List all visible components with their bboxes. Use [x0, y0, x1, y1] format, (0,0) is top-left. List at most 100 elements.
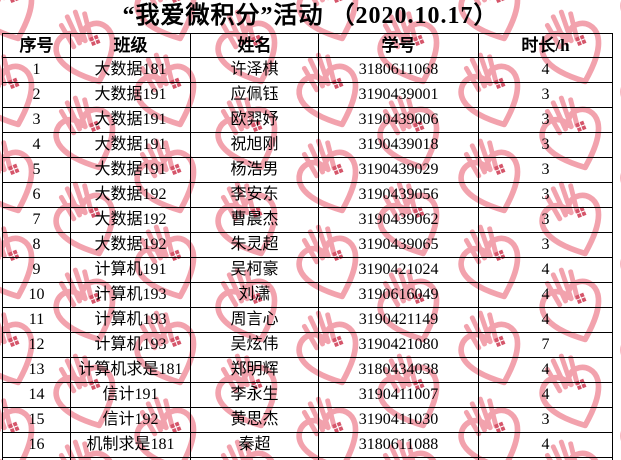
- student-id-cell[interactable]: 3180434038: [318, 357, 479, 383]
- duration-hours-cell[interactable]: 3: [478, 157, 613, 183]
- col-header-name: 姓名: [190, 33, 319, 58]
- duration-hours-cell[interactable]: 4: [478, 282, 613, 308]
- student-id-cell[interactable]: 3180611088: [318, 432, 479, 458]
- duration-hours-cell[interactable]: 3: [478, 132, 613, 158]
- class-name-cell[interactable]: 计算机求是181: [70, 357, 191, 383]
- student-name-cell[interactable]: 秦超: [190, 432, 319, 458]
- class-name-cell[interactable]: 信计191: [70, 382, 191, 408]
- row-index-cell[interactable]: 3: [2, 107, 71, 133]
- table-row: 15 信计192 黄思杰 3190411030 3: [2, 407, 613, 433]
- student-id-cell[interactable]: 3190439001: [318, 82, 479, 108]
- col-header-duration: 时长/h: [478, 33, 613, 58]
- student-id-cell[interactable]: 3190439065: [318, 232, 479, 258]
- student-id-cell[interactable]: 3190421149: [318, 307, 479, 333]
- class-name-cell[interactable]: 信计192: [70, 407, 191, 433]
- row-index-cell[interactable]: 10: [2, 282, 71, 308]
- row-index-cell[interactable]: 12: [2, 332, 71, 358]
- row-index-cell[interactable]: 4: [2, 132, 71, 158]
- table-row: 2 大数据191 应佩钰 3190439001 3: [2, 82, 613, 108]
- row-index-cell[interactable]: 11: [2, 307, 71, 333]
- class-name-cell[interactable]: 计算机193: [70, 307, 191, 333]
- table-row: 6 大数据192 李安东 3190439056 3: [2, 182, 613, 208]
- duration-hours-cell[interactable]: 4: [478, 257, 613, 283]
- student-id-cell[interactable]: 3190421080: [318, 332, 479, 358]
- table-row: 16 机制求是181 秦超 3180611088 4: [2, 432, 613, 458]
- class-name-cell[interactable]: 大数据192: [70, 232, 191, 258]
- table-body: 1 大数据181 许泽棋 3180611068 4 2 大数据191 应佩钰 319043900…: [2, 57, 613, 460]
- duration-hours-cell[interactable]: 4: [478, 432, 613, 458]
- duration-hours-cell[interactable]: 4: [478, 357, 613, 383]
- partial-row: [2, 457, 613, 460]
- table-row: 10 计算机193 刘潇 3190616049 4: [2, 282, 613, 308]
- student-id-cell[interactable]: 3180611068: [318, 57, 479, 83]
- student-id-cell[interactable]: 3190411007: [318, 382, 479, 408]
- row-index-cell[interactable]: 16: [2, 432, 71, 458]
- row-index-cell[interactable]: 5: [2, 157, 71, 183]
- row-index-cell[interactable]: 13: [2, 357, 71, 383]
- activity-table: 序号 班级 姓名 学号 时长/h 1 大数据181 许泽棋 3180611068 4 2 大…: [2, 33, 613, 460]
- duration-hours-cell[interactable]: 4: [478, 57, 613, 83]
- class-name-cell[interactable]: 大数据191: [70, 107, 191, 133]
- student-id-cell[interactable]: 3190439018: [318, 132, 479, 158]
- student-name-cell[interactable]: 李永生: [190, 382, 319, 408]
- table-row: 7 大数据192 曹晨杰 3190439062 3: [2, 207, 613, 233]
- duration-hours-cell[interactable]: 3: [478, 107, 613, 133]
- col-header-student-id: 学号: [318, 33, 479, 58]
- row-index-cell[interactable]: 15: [2, 407, 71, 433]
- empty-cell[interactable]: [478, 457, 613, 460]
- class-name-cell[interactable]: 计算机193: [70, 282, 191, 308]
- student-name-cell[interactable]: 周言心: [190, 307, 319, 333]
- table-row: 9 计算机191 吴柯豪 3190421024 4: [2, 257, 613, 283]
- student-name-cell[interactable]: 朱灵超: [190, 232, 319, 258]
- class-name-cell[interactable]: 大数据181: [70, 57, 191, 83]
- duration-hours-cell[interactable]: 3: [478, 232, 613, 258]
- student-name-cell[interactable]: 杨浩男: [190, 157, 319, 183]
- class-name-cell[interactable]: 计算机191: [70, 257, 191, 283]
- row-index-cell[interactable]: 6: [2, 182, 71, 208]
- header-row: 序号 班级 姓名 学号 时长/h: [2, 33, 613, 58]
- row-index-cell[interactable]: 8: [2, 232, 71, 258]
- duration-hours-cell[interactable]: 3: [478, 182, 613, 208]
- table-row: 1 大数据181 许泽棋 3180611068 4: [2, 57, 613, 83]
- student-id-cell[interactable]: 3190616049: [318, 282, 479, 308]
- row-index-cell[interactable]: 2: [2, 82, 71, 108]
- class-name-cell[interactable]: 大数据191: [70, 157, 191, 183]
- class-name-cell[interactable]: 大数据191: [70, 82, 191, 108]
- class-name-cell[interactable]: 大数据191: [70, 132, 191, 158]
- student-name-cell[interactable]: 吴炫伟: [190, 332, 319, 358]
- duration-hours-cell[interactable]: 4: [478, 307, 613, 333]
- student-name-cell[interactable]: 许泽棋: [190, 57, 319, 83]
- student-name-cell[interactable]: 吴柯豪: [190, 257, 319, 283]
- student-name-cell[interactable]: 曹晨杰: [190, 207, 319, 233]
- student-name-cell[interactable]: 郑明辉: [190, 357, 319, 383]
- duration-hours-cell[interactable]: 3: [478, 207, 613, 233]
- student-name-cell[interactable]: 李安东: [190, 182, 319, 208]
- class-name-cell[interactable]: 大数据192: [70, 182, 191, 208]
- col-header-class: 班级: [70, 33, 191, 58]
- row-index-cell[interactable]: 7: [2, 207, 71, 233]
- student-id-cell[interactable]: 3190439006: [318, 107, 479, 133]
- student-name-cell[interactable]: 应佩钰: [190, 82, 319, 108]
- row-index-cell[interactable]: 14: [2, 382, 71, 408]
- table-row: 12 计算机193 吴炫伟 3190421080 7: [2, 332, 613, 358]
- class-name-cell[interactable]: 机制求是181: [70, 432, 191, 458]
- student-name-cell[interactable]: 刘潇: [190, 282, 319, 308]
- student-name-cell[interactable]: 欧羿妤: [190, 107, 319, 133]
- student-id-cell[interactable]: 3190439029: [318, 157, 479, 183]
- student-id-cell[interactable]: 3190439056: [318, 182, 479, 208]
- student-name-cell[interactable]: 祝旭刚: [190, 132, 319, 158]
- col-header-index: 序号: [2, 33, 71, 58]
- table-row: 3 大数据191 欧羿妤 3190439006 3: [2, 107, 613, 133]
- row-index-cell[interactable]: 1: [2, 57, 71, 83]
- duration-hours-cell[interactable]: 4: [478, 382, 613, 408]
- duration-hours-cell[interactable]: 3: [478, 407, 613, 433]
- class-name-cell[interactable]: 计算机193: [70, 332, 191, 358]
- duration-hours-cell[interactable]: 7: [478, 332, 613, 358]
- student-id-cell[interactable]: 3190411030: [318, 407, 479, 433]
- student-id-cell[interactable]: 3190439062: [318, 207, 479, 233]
- student-id-cell[interactable]: 3190421024: [318, 257, 479, 283]
- row-index-cell[interactable]: 9: [2, 257, 71, 283]
- student-name-cell[interactable]: 黄思杰: [190, 407, 319, 433]
- duration-hours-cell[interactable]: 3: [478, 82, 613, 108]
- class-name-cell[interactable]: 大数据192: [70, 207, 191, 233]
